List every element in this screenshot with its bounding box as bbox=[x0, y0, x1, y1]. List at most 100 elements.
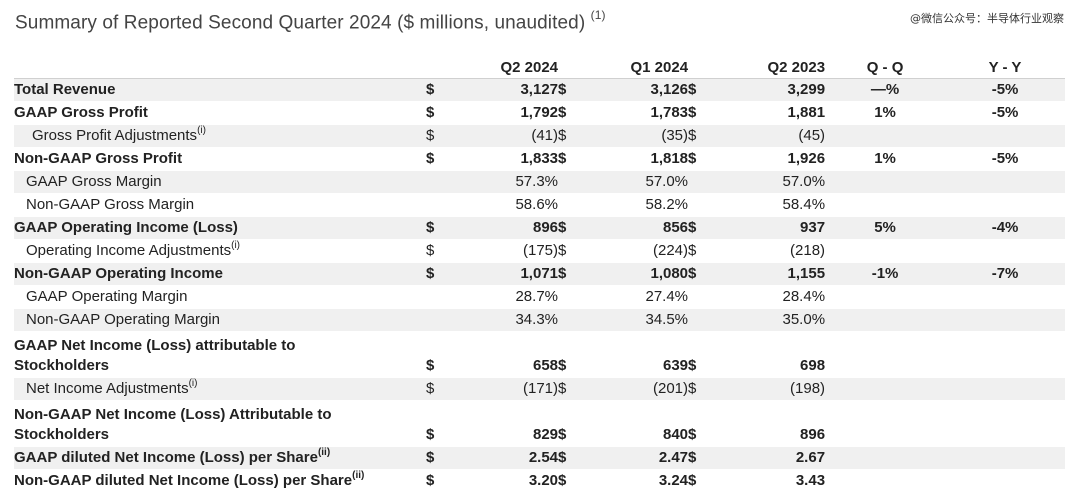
dollar-sign: $ bbox=[426, 377, 448, 401]
col-header-q-q: Q - Q bbox=[825, 58, 946, 79]
change-q-q bbox=[825, 469, 946, 493]
change-y-y: -5% bbox=[945, 101, 1066, 125]
change-y-y bbox=[945, 469, 1066, 493]
value-q1-2024: 639 bbox=[580, 331, 689, 378]
row-label: Non-GAAP Operating Margin bbox=[14, 308, 426, 332]
value-q2-2024: 57.3% bbox=[448, 170, 559, 194]
change-q-q bbox=[825, 308, 946, 332]
row-label: Net Income Adjustments(i) bbox=[14, 377, 426, 401]
footnote-marker: (ii) bbox=[352, 470, 365, 481]
row-label: Non-GAAP diluted Net Income (Loss) per S… bbox=[14, 469, 426, 493]
value-q1-2024: 2.47 bbox=[580, 446, 689, 470]
dollar-sign: $ bbox=[688, 101, 711, 125]
change-y-y bbox=[945, 239, 1066, 263]
financial-summary-table: Q2 2024 Q1 2024 Q2 2023 Q - Q Y - Y Tota… bbox=[14, 58, 1066, 493]
dollar-sign: $ bbox=[426, 446, 448, 470]
value-q2-2024: 658 bbox=[448, 331, 559, 378]
change-y-y bbox=[945, 124, 1066, 148]
value-q2-2023: (218) bbox=[710, 239, 826, 263]
value-q2-2024: 1,071 bbox=[448, 262, 559, 286]
dollar-sign bbox=[426, 285, 448, 309]
change-y-y bbox=[945, 377, 1066, 401]
change-y-y: -4% bbox=[945, 216, 1066, 240]
row-label: Non-GAAP Net Income (Loss) Attributable … bbox=[14, 400, 426, 447]
value-q2-2024: (41) bbox=[448, 124, 559, 148]
table-row: Non-GAAP Gross Margin 58.6% 58.2% 58.4% bbox=[14, 193, 1066, 217]
dollar-sign: $ bbox=[426, 400, 448, 447]
dollar-sign bbox=[688, 170, 711, 194]
value-q2-2023: 28.4% bbox=[710, 285, 826, 309]
dollar-sign: $ bbox=[426, 216, 448, 240]
change-q-q: —% bbox=[825, 78, 946, 102]
change-y-y bbox=[945, 446, 1066, 470]
col-header-q2-2024: Q2 2024 bbox=[426, 58, 559, 79]
value-q2-2024: 2.54 bbox=[448, 446, 559, 470]
change-y-y: -5% bbox=[945, 78, 1066, 102]
table-row: GAAP Operating Margin 28.7% 27.4% 28.4% bbox=[14, 285, 1066, 309]
dollar-sign: $ bbox=[688, 400, 711, 447]
watermark: @微信公众号：半导体行业观察 bbox=[910, 12, 1064, 25]
header-row: Q2 2024 Q1 2024 Q2 2023 Q - Q Y - Y bbox=[14, 58, 1066, 79]
value-q2-2023: 1,881 bbox=[710, 101, 826, 125]
change-q-q bbox=[825, 239, 946, 263]
dollar-sign bbox=[558, 170, 581, 194]
dollar-sign: $ bbox=[426, 239, 448, 263]
dollar-sign: $ bbox=[426, 124, 448, 148]
value-q2-2024: 58.6% bbox=[448, 193, 559, 217]
row-label: GAAP Operating Income (Loss) bbox=[14, 216, 426, 240]
table-row: Non-GAAP diluted Net Income (Loss) per S… bbox=[14, 469, 1066, 493]
row-label: Gross Profit Adjustments(i) bbox=[14, 124, 426, 148]
value-q1-2024: (224) bbox=[580, 239, 689, 263]
dollar-sign: $ bbox=[558, 377, 581, 401]
change-y-y bbox=[945, 170, 1066, 194]
table-row: GAAP diluted Net Income (Loss) per Share… bbox=[14, 446, 1066, 470]
dollar-sign: $ bbox=[558, 124, 581, 148]
dollar-sign: $ bbox=[558, 400, 581, 447]
table-row: Total Revenue $ 3,127 $ 3,126 $ 3,299 —%… bbox=[14, 78, 1066, 102]
dollar-sign: $ bbox=[426, 101, 448, 125]
table-row: GAAP Net Income (Loss) attributable to S… bbox=[14, 331, 1066, 378]
dollar-sign: $ bbox=[688, 78, 711, 102]
value-q2-2023: 3,299 bbox=[710, 78, 826, 102]
value-q2-2023: 57.0% bbox=[710, 170, 826, 194]
value-q2-2024: (171) bbox=[448, 377, 559, 401]
value-q2-2023: 2.67 bbox=[710, 446, 826, 470]
dollar-sign bbox=[558, 308, 581, 332]
dollar-sign: $ bbox=[688, 469, 711, 493]
change-y-y bbox=[945, 331, 1066, 378]
value-q1-2024: 3.24 bbox=[580, 469, 689, 493]
row-label: Total Revenue bbox=[14, 78, 426, 102]
table-row: GAAP Gross Profit $ 1,792 $ 1,783 $ 1,88… bbox=[14, 101, 1066, 125]
value-q1-2024: 840 bbox=[580, 400, 689, 447]
value-q1-2024: (35) bbox=[580, 124, 689, 148]
title-footnote: (1) bbox=[590, 8, 606, 22]
change-y-y bbox=[945, 285, 1066, 309]
table-row: Non-GAAP Operating Margin 34.3% 34.5% 35… bbox=[14, 308, 1066, 332]
value-q1-2024: 57.0% bbox=[580, 170, 689, 194]
row-label: GAAP Net Income (Loss) attributable to S… bbox=[14, 331, 426, 378]
row-label: GAAP Gross Margin bbox=[14, 170, 426, 194]
value-q1-2024: 1,818 bbox=[580, 147, 689, 171]
value-q1-2024: 27.4% bbox=[580, 285, 689, 309]
row-label: Non-GAAP Operating Income bbox=[14, 262, 426, 286]
value-q1-2024: 34.5% bbox=[580, 308, 689, 332]
footnote-marker: (i) bbox=[231, 240, 240, 251]
dollar-sign bbox=[426, 170, 448, 194]
change-q-q bbox=[825, 377, 946, 401]
header-blank bbox=[14, 58, 426, 79]
value-q2-2024: 3,127 bbox=[448, 78, 559, 102]
value-q2-2023: 937 bbox=[710, 216, 826, 240]
table-row: Operating Income Adjustments(i) $ (175) … bbox=[14, 239, 1066, 263]
value-q2-2024: 829 bbox=[448, 400, 559, 447]
value-q1-2024: (201) bbox=[580, 377, 689, 401]
value-q2-2023: 3.43 bbox=[710, 469, 826, 493]
value-q2-2024: 28.7% bbox=[448, 285, 559, 309]
row-label: GAAP Gross Profit bbox=[14, 101, 426, 125]
dollar-sign: $ bbox=[558, 239, 581, 263]
value-q2-2024: 1,833 bbox=[448, 147, 559, 171]
dollar-sign: $ bbox=[558, 331, 581, 378]
change-q-q: 1% bbox=[825, 147, 946, 171]
change-y-y bbox=[945, 193, 1066, 217]
value-q1-2024: 1,783 bbox=[580, 101, 689, 125]
value-q2-2024: 3.20 bbox=[448, 469, 559, 493]
